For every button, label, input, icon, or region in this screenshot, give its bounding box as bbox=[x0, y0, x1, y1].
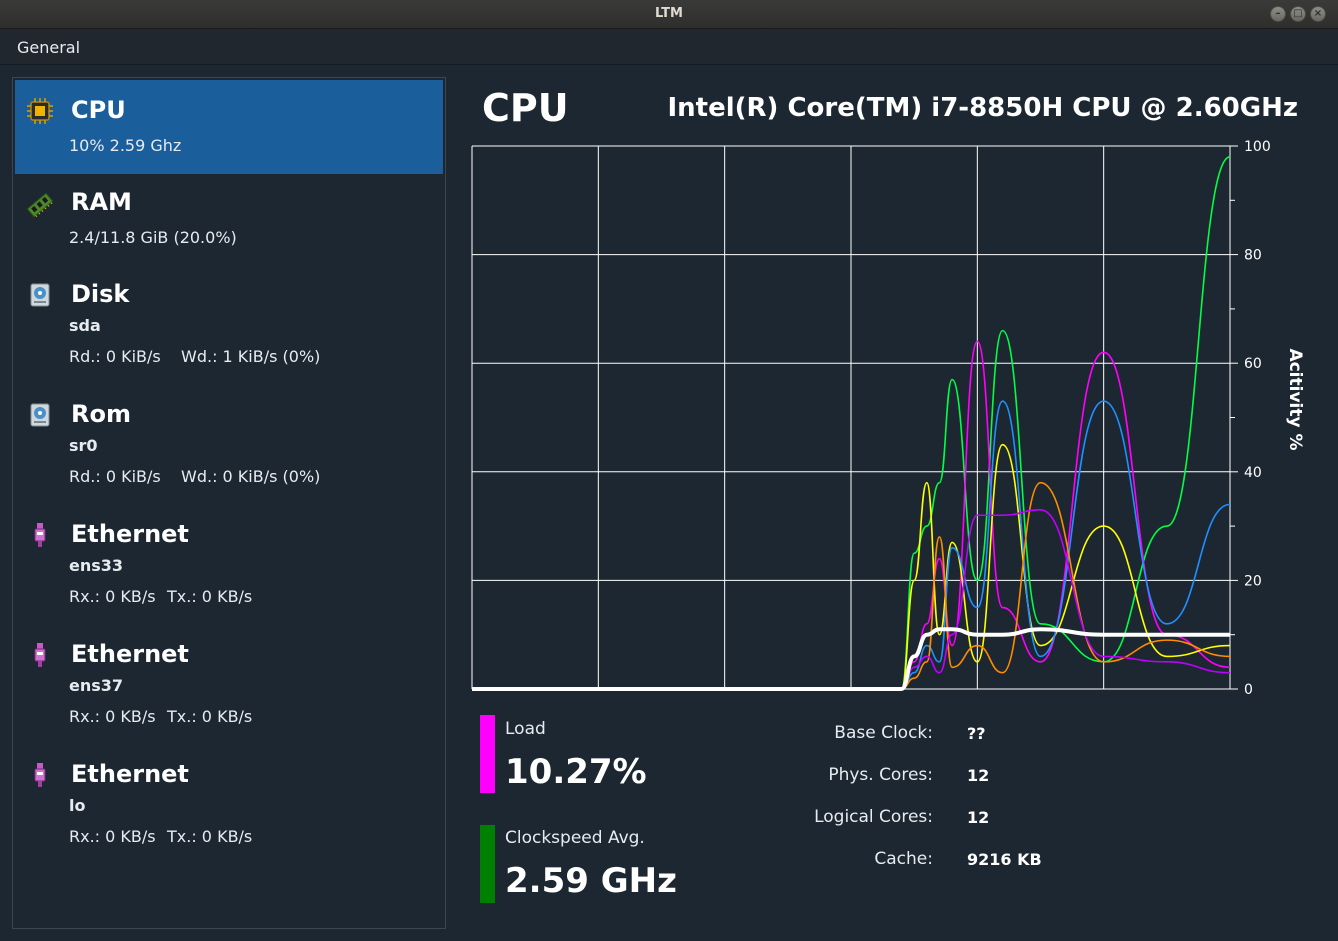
window-controls: – □ × bbox=[1270, 6, 1326, 22]
load-value: 10.27% bbox=[505, 752, 647, 792]
sidebar-item-ethernet-ens33[interactable]: Ethernet ens33 Rx.: 0 KB/s Tx.: 0 KB/s bbox=[15, 508, 443, 628]
disk-write: Wd.: 1 KiB/s (0%) bbox=[181, 347, 321, 366]
base-clock-value: ?? bbox=[967, 724, 986, 743]
ethernet-ens37-tx: Tx.: 0 KB/s bbox=[167, 707, 253, 726]
ethernet-icon bbox=[34, 763, 46, 787]
sidebar-item-cpu[interactable]: CPU 10% 2.59 Ghz bbox=[15, 80, 443, 174]
ethernet-lo-device: lo bbox=[69, 796, 86, 815]
load-label: Load bbox=[505, 719, 546, 739]
close-button[interactable]: × bbox=[1310, 6, 1326, 22]
sidebar-item-ram[interactable]: RAM 2.4/11.8 GiB (20.0%) bbox=[15, 174, 443, 268]
y-tick-label: 20 bbox=[1244, 573, 1262, 589]
sidebar-item-rom[interactable]: Rom sr0 Rd.: 0 KiB/s Wd.: 0 KiB/s (0%) bbox=[15, 388, 443, 508]
load-color-bar bbox=[480, 715, 495, 793]
y-tick-label: 80 bbox=[1244, 248, 1262, 264]
window-title: LTM bbox=[655, 6, 683, 21]
logical-cores-value: 12 bbox=[967, 808, 990, 827]
cpu-detail: 10% 2.59 Ghz bbox=[69, 136, 182, 155]
rom-write: Wd.: 0 KiB/s (0%) bbox=[181, 467, 321, 486]
ethernet-lo-label: Ethernet bbox=[71, 760, 189, 788]
ethernet-ens33-tx: Tx.: 0 KB/s bbox=[167, 587, 253, 606]
disk-read: Rd.: 0 KiB/s bbox=[69, 347, 161, 366]
y-tick-label: 0 bbox=[1244, 682, 1253, 698]
sidebar-item-disk[interactable]: Disk sda Rd.: 0 KiB/s Wd.: 1 KiB/s (0%) bbox=[15, 268, 443, 388]
sidebar-item-ethernet-ens37[interactable]: Ethernet ens37 Rx.: 0 KB/s Tx.: 0 KB/s bbox=[15, 628, 443, 748]
ethernet-ens37-rx: Rx.: 0 KB/s bbox=[69, 707, 156, 726]
menu-general[interactable]: General bbox=[17, 38, 81, 57]
cache-label: Cache: bbox=[874, 849, 933, 869]
menu-bar: General bbox=[0, 29, 1338, 65]
logical-cores-label: Logical Cores: bbox=[814, 807, 933, 827]
ethernet-icon bbox=[34, 523, 46, 547]
cpu-activity-chart: 0 20 40 60 80 100 Acitivity % bbox=[471, 139, 1305, 698]
clock-color-bar bbox=[480, 825, 495, 903]
cache-value: 9216 KB bbox=[967, 850, 1042, 869]
rom-device: sr0 bbox=[69, 436, 98, 455]
ethernet-lo-tx: Tx.: 0 KB/s bbox=[167, 827, 253, 846]
clock-value: 2.59 GHz bbox=[505, 861, 677, 901]
maximize-button[interactable]: □ bbox=[1290, 6, 1306, 22]
ethernet-lo-rx: Rx.: 0 KB/s bbox=[69, 827, 156, 846]
phys-cores-label: Phys. Cores: bbox=[828, 765, 933, 785]
ethernet-ens33-device: ens33 bbox=[69, 556, 124, 575]
ethernet-ens33-rx: Rx.: 0 KB/s bbox=[69, 587, 156, 606]
rom-icon bbox=[30, 403, 50, 427]
series-line-total bbox=[472, 627, 1230, 691]
disk-label: Disk bbox=[71, 280, 130, 308]
y-tick-label: 40 bbox=[1244, 465, 1262, 481]
sidebar: CPU 10% 2.59 Ghz RAM 2.4/11.8 GiB (20.0%… bbox=[12, 77, 446, 929]
cpu-label: CPU bbox=[71, 96, 126, 124]
disk-icon bbox=[30, 283, 50, 307]
ethernet-ens37-device: ens37 bbox=[69, 676, 124, 695]
title-bar: LTM – □ × bbox=[0, 0, 1338, 29]
cpu-icon bbox=[27, 98, 53, 124]
page-title: CPU bbox=[482, 86, 569, 130]
y-tick-label: 60 bbox=[1244, 356, 1262, 372]
phys-cores-value: 12 bbox=[967, 766, 990, 785]
ethernet-ens37-label: Ethernet bbox=[71, 640, 189, 668]
ethernet-ens33-label: Ethernet bbox=[71, 520, 189, 548]
clock-label: Clockspeed Avg. bbox=[505, 828, 645, 848]
rom-label: Rom bbox=[71, 400, 131, 428]
ram-icon bbox=[27, 192, 53, 218]
ethernet-icon bbox=[34, 643, 46, 667]
sidebar-item-ethernet-lo[interactable]: Ethernet lo Rx.: 0 KB/s Tx.: 0 KB/s bbox=[15, 748, 443, 868]
ram-label: RAM bbox=[71, 188, 132, 216]
y-axis-label: Acitivity % bbox=[1285, 348, 1305, 450]
cpu-model: Intel(R) Core(TM) i7-8850H CPU @ 2.60GHz bbox=[667, 93, 1298, 123]
rom-read: Rd.: 0 KiB/s bbox=[69, 467, 161, 486]
minimize-button[interactable]: – bbox=[1270, 6, 1286, 22]
base-clock-label: Base Clock: bbox=[834, 723, 933, 743]
y-tick-label: 100 bbox=[1244, 139, 1271, 155]
disk-device: sda bbox=[69, 316, 101, 335]
ram-detail: 2.4/11.8 GiB (20.0%) bbox=[69, 228, 237, 247]
